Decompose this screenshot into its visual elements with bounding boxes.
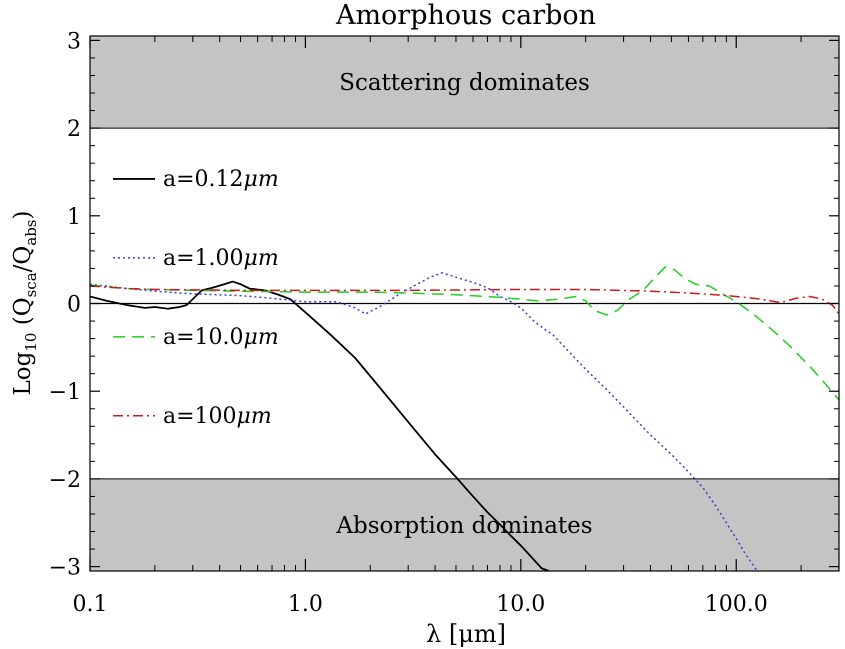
- y-tick-label: 2: [67, 117, 81, 142]
- legend-name: a=100: [163, 404, 237, 429]
- scattering-label: Scattering dominates: [339, 70, 590, 96]
- x-tick-label: 0.1: [73, 592, 108, 617]
- y-tick-label: 0: [67, 293, 81, 318]
- x-axis-label: λ [μm]: [426, 620, 506, 648]
- y-label-den-sub: abs: [22, 220, 40, 246]
- y-label-main: Log: [10, 351, 36, 395]
- legend-name: a=0.12: [163, 167, 244, 192]
- y-tick-label: −3: [49, 556, 81, 581]
- legend-name: a=1.00: [163, 246, 244, 271]
- y-label-sub: 10: [22, 333, 40, 352]
- y-tick-label: 1: [67, 205, 81, 230]
- axis-ticks: 3 2 1 0 −1 −2 −3 0.1 1.0 10.0 100.0: [49, 29, 840, 617]
- legend-label-2: a=1.00μm: [163, 246, 279, 271]
- legend-unit: μm: [237, 404, 272, 429]
- legend-label-3: a=10.0μm: [163, 325, 279, 350]
- legend-unit: μm: [244, 167, 279, 192]
- y-axis-label: Log10 (Qsca/Qabs): [10, 211, 40, 396]
- x-tick-label: 100.0: [705, 592, 768, 617]
- series-line-2: [90, 272, 758, 571]
- y-label-num-sub: sca: [22, 272, 40, 297]
- scattering-region: [90, 36, 839, 129]
- series-line-1: [90, 280, 550, 571]
- legend-unit: μm: [244, 325, 279, 350]
- y-tick-label: 3: [67, 29, 81, 54]
- x-tick-label: 1.0: [288, 592, 323, 617]
- absorption-region: [90, 478, 839, 571]
- legend-label-1: a=0.12μm: [163, 167, 279, 192]
- y-label-slash: /Q: [10, 246, 36, 273]
- shaded-regions: Scattering dominates Absorption dominates: [90, 36, 839, 571]
- chart-title: Amorphous carbon: [335, 0, 596, 31]
- x-tick-label: 10.0: [496, 592, 545, 617]
- y-tick-label: −2: [49, 468, 81, 493]
- legend-label-4: a=100μm: [163, 404, 272, 429]
- absorption-label: Absorption dominates: [335, 513, 592, 539]
- y-tick-label: −1: [49, 380, 81, 405]
- legend-name: a=10.0: [163, 325, 244, 350]
- series-line-3: [90, 265, 839, 401]
- legend-unit: μm: [244, 246, 279, 271]
- series-line-4: [90, 285, 839, 315]
- series-group: [90, 265, 839, 571]
- y-label-open: (Q: [10, 297, 36, 332]
- y-label-close: ): [10, 211, 36, 220]
